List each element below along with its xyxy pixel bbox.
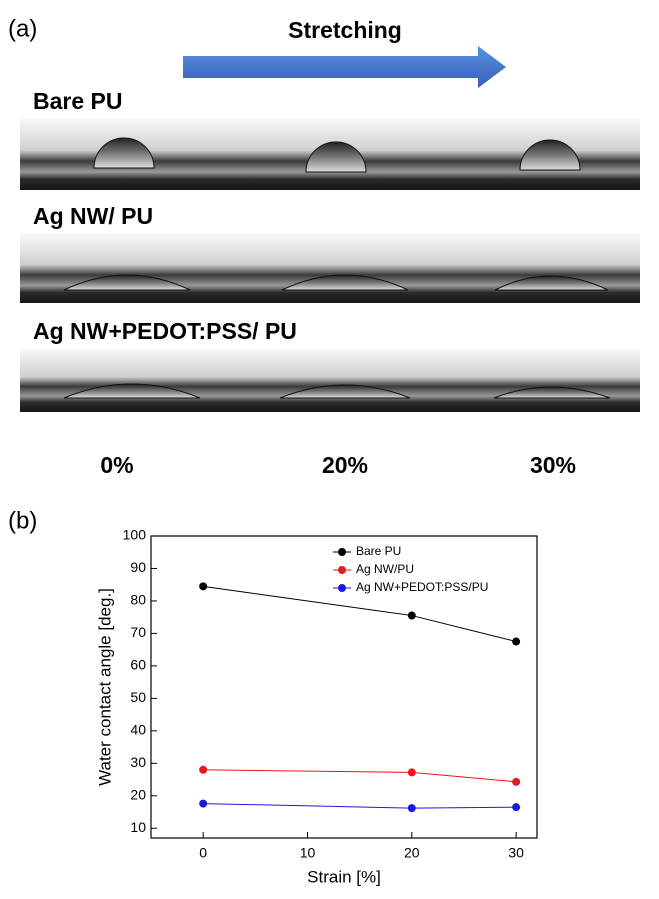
- series-line: [203, 769, 517, 783]
- legend-label: Ag NW/PU: [356, 562, 414, 576]
- row-label: Bare PU: [33, 88, 122, 114]
- legend-marker: [338, 584, 346, 592]
- point: [512, 637, 521, 646]
- x-tick-label: 10: [300, 845, 316, 861]
- column-label: 20%: [322, 452, 368, 478]
- series-line: [203, 803, 517, 809]
- plot-frame: [150, 535, 538, 839]
- column-label: 0%: [100, 452, 133, 478]
- point: [512, 803, 521, 812]
- row-label: Ag NW/ PU: [33, 203, 153, 229]
- legend-marker: [338, 566, 346, 574]
- y-tick-label: 100: [123, 527, 147, 543]
- photos: [20, 118, 640, 412]
- point: [199, 582, 208, 591]
- x-tick-label: 0: [199, 845, 207, 861]
- y-tick-label: 80: [130, 592, 146, 608]
- legend-label: Ag NW+PEDOT:PSS/PU: [356, 580, 488, 594]
- y-axis-label: Water contact angle [deg.]: [95, 588, 114, 786]
- y-tick-label: 60: [130, 657, 146, 673]
- row-label: Ag NW+PEDOT:PSS/ PU: [33, 318, 297, 344]
- y-tick-label: 70: [130, 624, 146, 640]
- arrow-label: Stretching: [288, 17, 402, 43]
- series-line: [203, 585, 517, 643]
- y-tick-label: 50: [130, 689, 146, 705]
- legend-label: Bare PU: [356, 544, 401, 558]
- x-axis-label: Strain [%]: [307, 867, 381, 886]
- y-tick-label: 90: [130, 559, 146, 575]
- point: [407, 611, 416, 620]
- point: [407, 768, 416, 777]
- x-tick-label: 20: [404, 845, 420, 861]
- y-tick-label: 10: [130, 819, 146, 835]
- panel-label: (b): [8, 507, 37, 534]
- y-tick-label: 40: [130, 722, 146, 738]
- point: [512, 777, 521, 786]
- y-tick-label: 20: [130, 786, 146, 802]
- y-tick-label: 30: [130, 754, 146, 770]
- x-tick-label: 30: [508, 845, 524, 861]
- column-label: 30%: [530, 452, 576, 478]
- legend-marker: [338, 548, 346, 556]
- panel-label: (a): [8, 15, 37, 42]
- point: [199, 799, 208, 808]
- point: [407, 804, 416, 813]
- arrow: [183, 46, 506, 88]
- point: [199, 765, 208, 774]
